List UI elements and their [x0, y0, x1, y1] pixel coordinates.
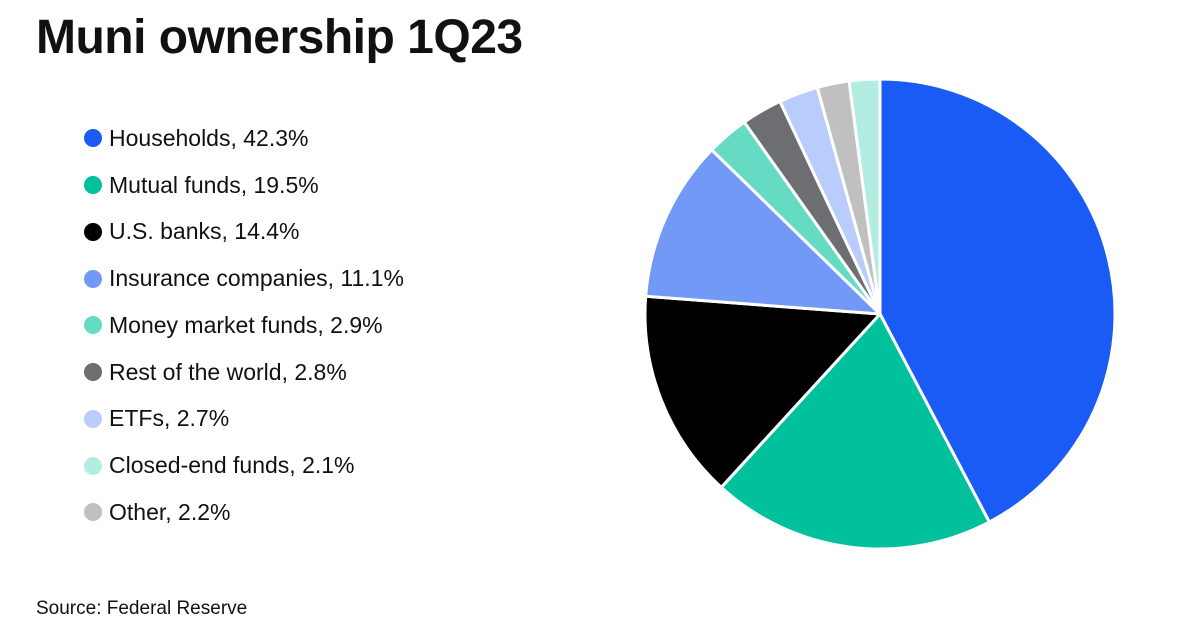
- pie-slice-mutual-funds: [719, 312, 991, 551]
- legend-swatch: [84, 456, 102, 475]
- pie-slice-insurance-companies: [644, 148, 882, 316]
- chart-legend: Households, 42.3% Mutual funds, 19.5% U.S.…: [84, 115, 404, 536]
- legend-label: Closed-end funds, 2.1%: [109, 452, 355, 479]
- legend-item: Closed-end funds, 2.1%: [84, 442, 404, 489]
- legend-label: ETFs, 2.7%: [109, 405, 230, 432]
- legend-item: Insurance companies, 11.1%: [84, 255, 404, 302]
- legend-item: Money market funds, 2.9%: [84, 302, 404, 349]
- source-note: Source: Federal Reserve: [36, 598, 248, 619]
- legend-label: Mutual funds, 19.5%: [109, 171, 319, 198]
- pie-slice-households: [878, 77, 1117, 524]
- legend-item: U.S. banks, 14.4%: [84, 209, 404, 256]
- legend-swatch: [84, 316, 102, 335]
- legend-label: Other, 2.2%: [109, 498, 231, 525]
- legend-swatch: [84, 363, 102, 382]
- legend-label: U.S. banks, 14.4%: [109, 218, 300, 245]
- legend-item: Mutual funds, 19.5%: [84, 162, 404, 209]
- legend-label: Rest of the world, 2.8%: [109, 358, 347, 385]
- pie-slice-u-s-banks: [643, 294, 882, 489]
- legend-swatch: [84, 503, 102, 522]
- legend-swatch: [84, 129, 102, 148]
- legend-item: Households, 42.3%: [84, 115, 404, 162]
- legend-label: Insurance companies, 11.1%: [109, 265, 404, 292]
- legend-swatch: [84, 222, 102, 241]
- pie-slice-closed-end-funds: [847, 77, 882, 316]
- legend-label: Money market funds, 2.9%: [109, 311, 383, 338]
- legend-swatch: [84, 176, 102, 195]
- chart-title: Muni ownership 1Q23: [36, 11, 523, 64]
- legend-swatch: [84, 409, 102, 428]
- legend-item: Other, 2.2%: [84, 489, 404, 536]
- legend-item: ETFs, 2.7%: [84, 396, 404, 443]
- legend-label: Households, 42.3%: [109, 124, 309, 151]
- legend-item: Rest of the world, 2.8%: [84, 349, 404, 396]
- legend-swatch: [84, 269, 102, 288]
